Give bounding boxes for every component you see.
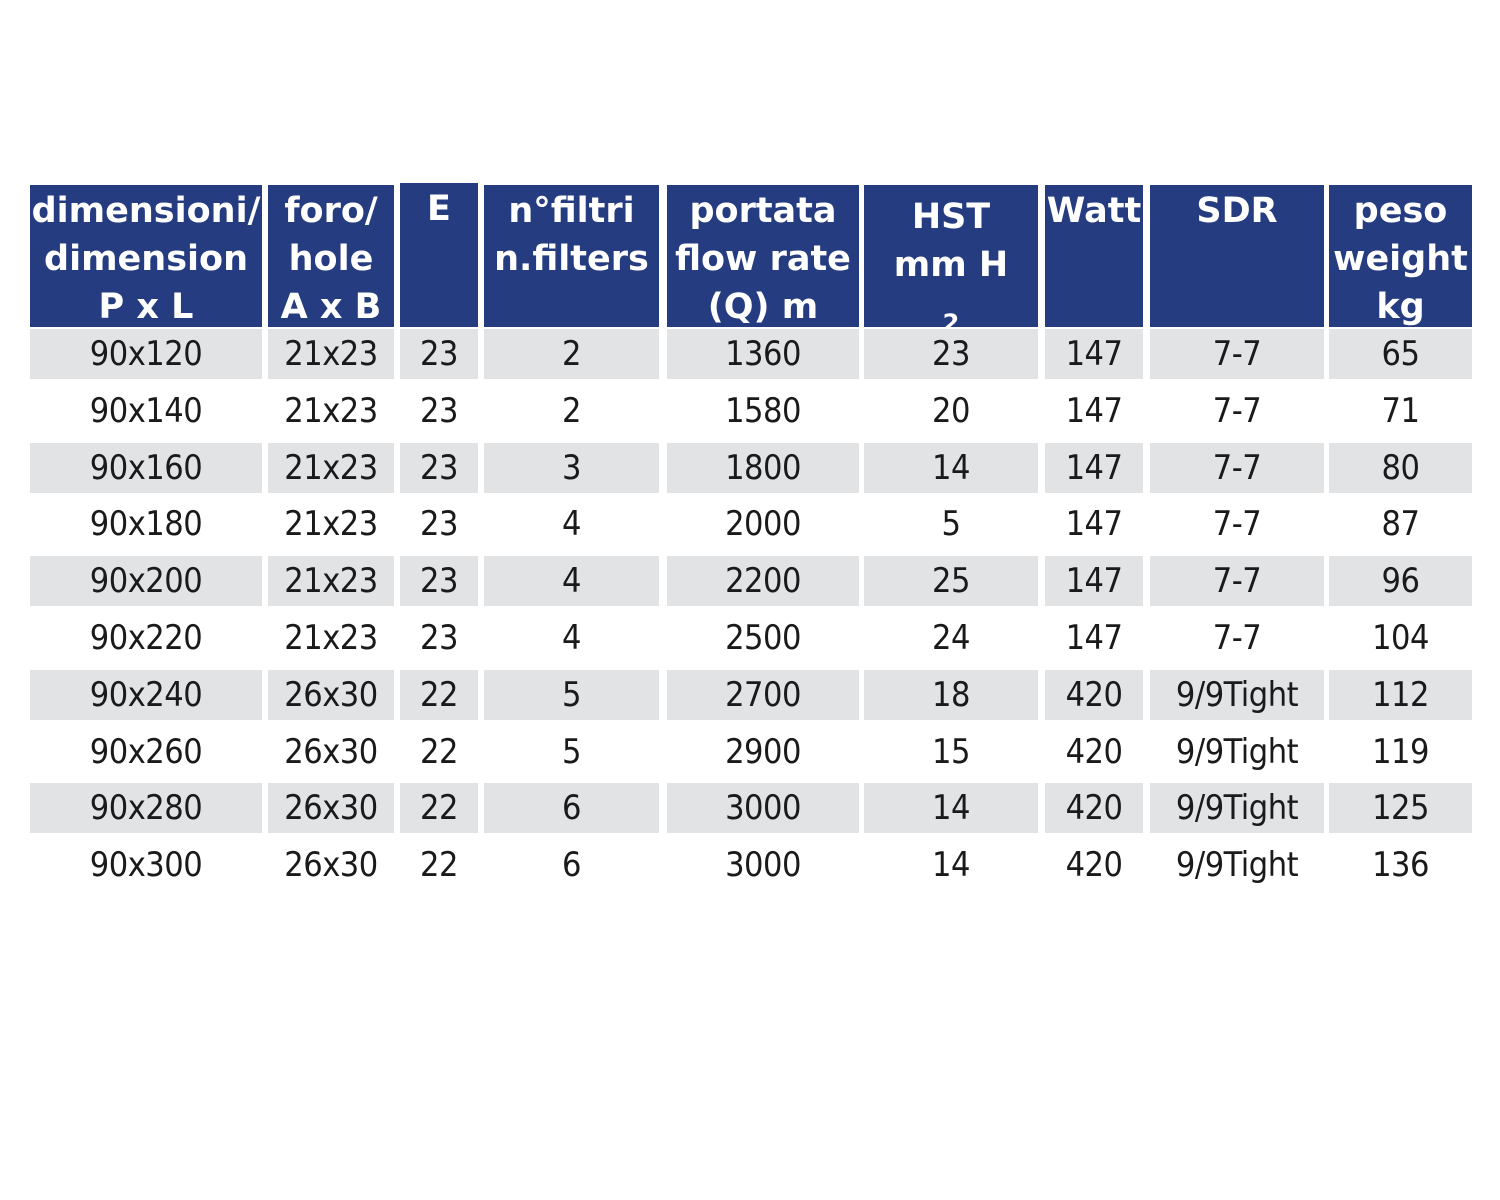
- cell-watt: 147: [1065, 504, 1123, 544]
- cell-sdr: 7-7: [1212, 618, 1262, 658]
- cell-flow-rate: 2700: [667, 670, 859, 720]
- header-hst: HST mm H2O: [864, 185, 1038, 381]
- cell-watt: 147: [1065, 618, 1123, 658]
- cell-flow-rate: 1580: [725, 391, 801, 431]
- cell-flow-rate: 1800: [667, 443, 859, 493]
- cell-weight: 112: [1329, 670, 1472, 720]
- cell-sdr: 9/9Tight: [1150, 783, 1324, 833]
- cell-weight: 104: [1372, 618, 1429, 658]
- cell-dimension: 90x180: [89, 504, 203, 544]
- cell-sdr: 7-7: [1212, 504, 1262, 544]
- cell-hst: 18: [864, 670, 1038, 720]
- cell-weight: 87: [1381, 504, 1420, 544]
- cell-hst: 15: [932, 732, 970, 772]
- cell-weight: 71: [1381, 391, 1420, 431]
- header-watt: Watt: [1045, 185, 1143, 327]
- cell-dimension: 90x240: [30, 670, 262, 720]
- cell-flow-rate: 3000: [667, 783, 859, 833]
- cell-weight: 80: [1329, 443, 1472, 493]
- cell-hst: 14: [864, 443, 1038, 493]
- cell-weight: 65: [1329, 329, 1472, 379]
- cell-sdr: 7-7: [1150, 329, 1324, 379]
- cell-e: 23: [420, 618, 458, 658]
- cell-filters: 2: [484, 329, 659, 379]
- cell-flow-rate: 3000: [725, 845, 801, 885]
- cell-weight: 125: [1329, 783, 1472, 833]
- cell-hole: 21x23: [284, 391, 378, 431]
- cell-flow-rate: 2000: [725, 504, 801, 544]
- header-e: E: [400, 183, 478, 327]
- cell-dimension: 90x300: [89, 845, 203, 885]
- cell-flow-rate: 1360: [667, 329, 859, 379]
- cell-sdr: 7-7: [1150, 443, 1324, 493]
- cell-hst: 14: [932, 845, 970, 885]
- cell-weight: 96: [1329, 556, 1472, 606]
- cell-sdr: 7-7: [1150, 556, 1324, 606]
- cell-hst: 14: [864, 783, 1038, 833]
- cell-hole: 26x30: [284, 732, 378, 772]
- cell-dimension: 90x160: [30, 443, 262, 493]
- cell-sdr: 9/9Tight: [1175, 732, 1299, 772]
- cell-flow-rate: 2900: [725, 732, 801, 772]
- header-dimension: dimensioni/ dimension P x L: [30, 185, 262, 327]
- cell-e: 23: [400, 329, 478, 379]
- cell-filters: 4: [562, 618, 581, 658]
- cell-e: 22: [400, 670, 478, 720]
- cell-sdr: 9/9Tight: [1150, 670, 1324, 720]
- cell-flow-rate: 2200: [667, 556, 859, 606]
- cell-dimension: 90x280: [30, 783, 262, 833]
- cell-watt: 420: [1065, 732, 1123, 772]
- cell-hst: 23: [864, 329, 1038, 379]
- cell-e: 22: [400, 783, 478, 833]
- cell-e: 22: [420, 732, 458, 772]
- cell-hst: 5: [941, 504, 961, 544]
- cell-hole: 21x23: [268, 556, 394, 606]
- cell-filters: 6: [484, 783, 659, 833]
- cell-weight: 136: [1372, 845, 1429, 885]
- cell-dimension: 90x200: [30, 556, 262, 606]
- cell-watt: 420: [1065, 845, 1123, 885]
- cell-hole: 26x30: [268, 783, 394, 833]
- cell-e: 23: [400, 443, 478, 493]
- cell-dimension: 90x120: [30, 329, 262, 379]
- cell-hole: 21x23: [284, 504, 378, 544]
- cell-filters: 5: [562, 732, 581, 772]
- cell-dimension: 90x140: [89, 391, 203, 431]
- cell-hole: 26x30: [284, 845, 378, 885]
- cell-filters: 3: [484, 443, 659, 493]
- cell-filters: 5: [484, 670, 659, 720]
- cell-filters: 2: [562, 391, 581, 431]
- header-hole: foro/ hole A x B: [268, 185, 394, 327]
- cell-filters: 4: [484, 556, 659, 606]
- header-flow-rate: portata flow rate (Q) m3/h: [667, 185, 859, 423]
- header-filters: n°filtri n.filters: [484, 185, 659, 327]
- cell-hst: 20: [932, 391, 970, 431]
- cell-watt: 147: [1045, 556, 1143, 606]
- cell-e: 23: [420, 504, 458, 544]
- cell-watt: 420: [1045, 670, 1143, 720]
- cell-watt: 147: [1045, 329, 1143, 379]
- cell-hole: 26x30: [268, 670, 394, 720]
- cell-hst: 25: [864, 556, 1038, 606]
- cell-dimension: 90x260: [89, 732, 203, 772]
- cell-weight: 119: [1372, 732, 1429, 772]
- cell-watt: 147: [1065, 391, 1123, 431]
- header-sdr: SDR: [1150, 185, 1324, 327]
- cell-e: 22: [420, 845, 458, 885]
- cell-filters: 6: [562, 845, 581, 885]
- cell-e: 23: [400, 556, 478, 606]
- cell-dimension: 90x220: [89, 618, 203, 658]
- cell-flow-rate: 2500: [725, 618, 801, 658]
- header-weight: peso weight kg: [1329, 185, 1472, 327]
- cell-filters: 4: [562, 504, 581, 544]
- cell-watt: 147: [1045, 443, 1143, 493]
- cell-sdr: 7-7: [1212, 391, 1262, 431]
- cell-hole: 21x23: [268, 329, 394, 379]
- cell-hole: 21x23: [268, 443, 394, 493]
- cell-e: 23: [420, 391, 458, 431]
- cell-hole: 21x23: [284, 618, 378, 658]
- cell-sdr: 9/9Tight: [1175, 845, 1299, 885]
- cell-watt: 420: [1045, 783, 1143, 833]
- cell-hst: 24: [932, 618, 970, 658]
